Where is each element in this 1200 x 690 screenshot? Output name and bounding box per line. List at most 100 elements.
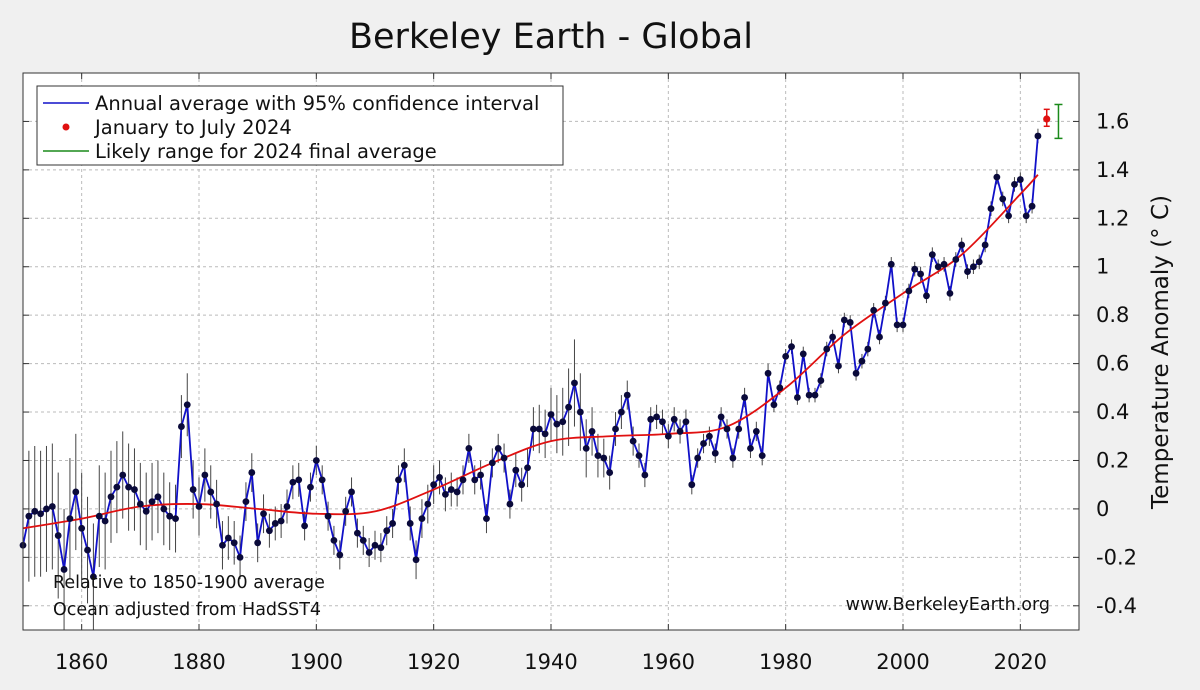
annual-data-point xyxy=(917,270,924,278)
annual-data-point xyxy=(541,430,549,438)
annual-data-point xyxy=(307,483,314,491)
annual-data-point xyxy=(911,265,919,273)
annual-data-point xyxy=(670,415,678,423)
annual-data-point xyxy=(576,408,584,416)
annual-data-point xyxy=(588,428,596,435)
annual-data-point xyxy=(289,478,297,486)
annual-data-point xyxy=(530,425,537,433)
jan-jul-2024-point xyxy=(1043,115,1051,123)
annual-data-point xyxy=(371,541,379,549)
annual-data-point xyxy=(483,515,490,522)
annual-data-point xyxy=(219,541,226,549)
annual-data-point xyxy=(78,524,86,532)
annual-data-point xyxy=(970,263,977,271)
annual-data-point xyxy=(477,471,484,479)
annual-data-point xyxy=(60,566,68,573)
annual-data-point xyxy=(1022,212,1030,220)
x-tick-label: 2000 xyxy=(876,650,929,674)
legend-swatch-jan-jul xyxy=(62,123,70,131)
annual-data-point xyxy=(424,500,432,508)
annual-data-point xyxy=(659,418,666,426)
annual-data-point xyxy=(582,444,590,452)
annual-data-point xyxy=(923,292,930,300)
annual-data-point xyxy=(975,258,983,266)
annual-data-point xyxy=(858,357,866,365)
annual-data-point xyxy=(113,483,121,491)
x-tick-label: 1940 xyxy=(524,650,577,674)
annual-data-point xyxy=(752,428,760,435)
annual-data-point xyxy=(31,507,39,515)
annual-data-point xyxy=(717,413,725,421)
annual-data-point xyxy=(90,573,97,581)
annual-data-point xyxy=(172,515,179,522)
annual-data-point xyxy=(782,352,790,360)
annual-data-point xyxy=(893,321,901,329)
annual-data-point xyxy=(43,505,50,513)
annual-data-point xyxy=(354,529,361,537)
y-tick-label: 0.6 xyxy=(1096,352,1129,376)
annual-data-point xyxy=(488,459,496,467)
annual-data-point xyxy=(248,469,256,476)
x-tick-label: 1880 xyxy=(172,650,225,674)
y-axis: -0.4 -0.2 0 0.2 0.4 0.6 0.8 1 1.2 1.4 1.6 xyxy=(23,109,1137,618)
annual-data-point xyxy=(295,476,303,484)
annual-data-point xyxy=(1011,181,1018,188)
annual-data-point xyxy=(119,471,127,479)
annual-data-point xyxy=(811,391,819,399)
annual-data-point xyxy=(342,507,350,515)
annual-data-point xyxy=(148,498,156,506)
annual-data-point xyxy=(741,394,748,401)
annual-data-point xyxy=(107,493,115,501)
annotation-website: www.BerkeleyEarth.org xyxy=(846,595,1050,615)
annual-data-point xyxy=(377,544,385,552)
annual-data-point xyxy=(101,517,109,525)
annual-data-point xyxy=(964,268,971,275)
y-tick-label: -0.4 xyxy=(1096,594,1137,618)
y-tick-label: 0.2 xyxy=(1096,448,1129,472)
annual-data-point xyxy=(723,425,731,433)
annual-data-point xyxy=(1016,176,1024,183)
annual-data-point xyxy=(254,539,262,547)
annual-data-point xyxy=(747,444,754,452)
annual-data-point xyxy=(805,391,813,399)
annual-data-point xyxy=(283,503,291,510)
annual-data-point xyxy=(905,287,913,295)
annual-data-point xyxy=(336,551,344,559)
annual-data-point xyxy=(383,527,391,535)
annual-data-point xyxy=(940,260,948,268)
annual-data-point xyxy=(711,449,719,457)
annual-data-point xyxy=(600,454,608,462)
annual-data-point xyxy=(25,512,33,520)
annual-data-point xyxy=(412,556,420,564)
annual-data-point xyxy=(500,454,508,462)
x-tick-label: 1900 xyxy=(290,650,343,674)
x-tick-label: 1920 xyxy=(407,650,460,674)
annual-data-point xyxy=(84,546,91,554)
legend-label-likely: Likely range for 2024 final average xyxy=(95,140,437,163)
legend: Annual average with 95% confidence inter… xyxy=(36,85,564,166)
y-tick-label: 1.4 xyxy=(1096,158,1129,182)
2024-markers xyxy=(1043,103,1063,140)
annual-data-point xyxy=(764,369,772,377)
y-tick-label: 1.2 xyxy=(1096,206,1129,230)
annual-data-point xyxy=(794,394,801,401)
annual-data-point xyxy=(447,486,455,493)
chart-title: Berkeley Earth - Global xyxy=(349,17,753,57)
y-tick-label: 0.4 xyxy=(1096,400,1129,424)
annual-data-point xyxy=(389,520,396,527)
annual-data-point xyxy=(471,476,479,484)
annual-data-point xyxy=(688,481,696,489)
annual-data-point xyxy=(565,403,572,411)
annual-data-point xyxy=(166,512,174,520)
annual-data-point xyxy=(653,413,660,421)
annual-data-point xyxy=(430,481,438,489)
annual-data-point xyxy=(928,251,936,259)
annual-data-point xyxy=(48,503,56,510)
annual-data-point xyxy=(846,319,854,326)
annual-data-point xyxy=(623,391,631,399)
annual-data-point xyxy=(817,377,825,384)
annual-data-point xyxy=(348,488,355,496)
annual-data-point xyxy=(1034,132,1042,140)
annual-data-point xyxy=(54,532,62,539)
x-tick-label: 1860 xyxy=(55,650,108,674)
